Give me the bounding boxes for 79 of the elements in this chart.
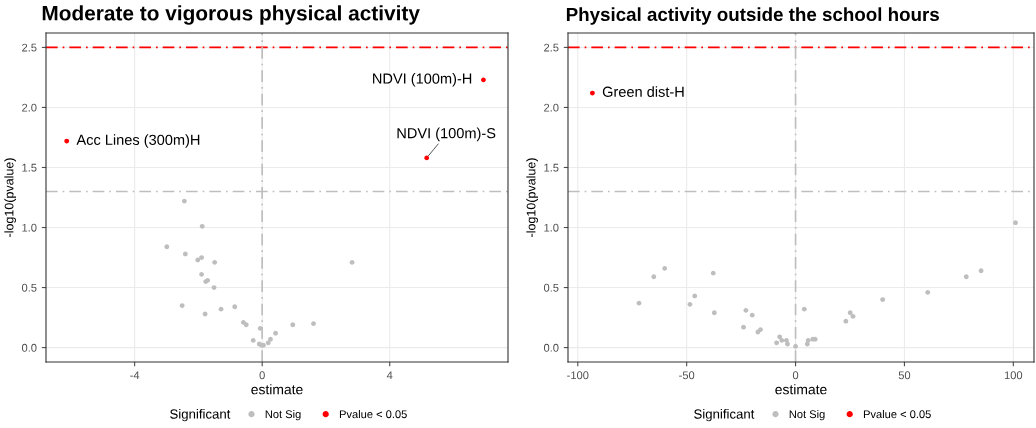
x-tick-label: -4 (130, 371, 140, 380)
point (199, 255, 204, 260)
point (232, 304, 238, 310)
point (250, 337, 256, 343)
point (199, 271, 204, 277)
x-tick-label: -100 (567, 371, 589, 380)
x-tick-label: 4 (386, 371, 393, 380)
point (311, 321, 316, 326)
point (212, 259, 218, 265)
y-tick-label: 1.5 (22, 163, 37, 172)
x-tick-label: 0 (792, 371, 799, 380)
y-tick-label: 0.0 (21, 343, 37, 352)
x-tick-label: 100 (1004, 371, 1023, 380)
point (843, 318, 849, 324)
point (925, 289, 931, 295)
point (880, 297, 886, 302)
point (179, 303, 185, 308)
point (64, 138, 70, 144)
point (743, 307, 749, 313)
point (199, 223, 205, 229)
point (774, 340, 780, 346)
point (741, 324, 746, 330)
point (182, 251, 188, 257)
point (749, 312, 755, 318)
y-tick-label: 0.5 (543, 283, 559, 292)
point (805, 337, 811, 343)
legend-label: Pvalue < 0.05 (339, 409, 407, 419)
legend-label: Not Sig (265, 409, 301, 421)
point (481, 77, 486, 83)
x-axis-title: estimate (251, 384, 303, 395)
y-tick-label: 1.0 (544, 223, 559, 232)
chart-title: Moderate to vigorous physical activity (42, 5, 420, 25)
annotation: NDVI (100m)-S (397, 127, 496, 142)
point (651, 274, 657, 280)
y-tick-label: 1.5 (544, 163, 559, 172)
point (692, 293, 698, 299)
point (273, 330, 278, 336)
point (243, 322, 249, 328)
point (257, 325, 263, 331)
annotation: NDVI (100m)-H (373, 73, 472, 87)
y-tick-label: 2.0 (544, 103, 559, 112)
point (268, 336, 273, 342)
point (424, 155, 430, 161)
point (793, 343, 798, 349)
x-tick-label: -50 (679, 371, 695, 380)
legend-title: Significant (694, 409, 755, 422)
legend-label: Not Sig (789, 409, 825, 421)
x-tick-label: 0 (259, 371, 265, 380)
y-axis-title: -log10(pvalue) (526, 158, 538, 237)
y-tick-label: 1.0 (22, 223, 37, 232)
point (181, 198, 187, 204)
point (290, 322, 296, 328)
x-axis-title: estimate (775, 384, 827, 395)
point (349, 259, 355, 265)
point (687, 301, 693, 307)
legend-label: Pvalue < 0.05 (863, 409, 931, 419)
point (1013, 220, 1018, 226)
point (711, 310, 717, 316)
y-tick-label: 2.5 (544, 43, 559, 52)
legend-title: Significant (170, 409, 231, 422)
y-tick-label: 2.5 (22, 43, 37, 52)
y-tick-label: 0.0 (543, 343, 559, 352)
x-tick-label: 50 (898, 371, 911, 380)
point (779, 337, 785, 343)
point (963, 274, 969, 280)
point (662, 265, 668, 271)
point (978, 268, 984, 274)
point (784, 337, 789, 343)
point (777, 334, 783, 340)
point (801, 306, 807, 312)
annotation: Acc Lines (300m)H (76, 134, 200, 148)
y-tick-label: 2.0 (22, 103, 37, 112)
point (710, 270, 716, 276)
point (195, 257, 201, 263)
annotation: Green dist-H (602, 86, 684, 97)
point (164, 244, 170, 250)
chart-title: Physical activity outside the school hours (566, 7, 939, 25)
y-axis-title: -log10(pvalue) (4, 158, 16, 237)
y-tick-label: 0.5 (21, 283, 37, 292)
